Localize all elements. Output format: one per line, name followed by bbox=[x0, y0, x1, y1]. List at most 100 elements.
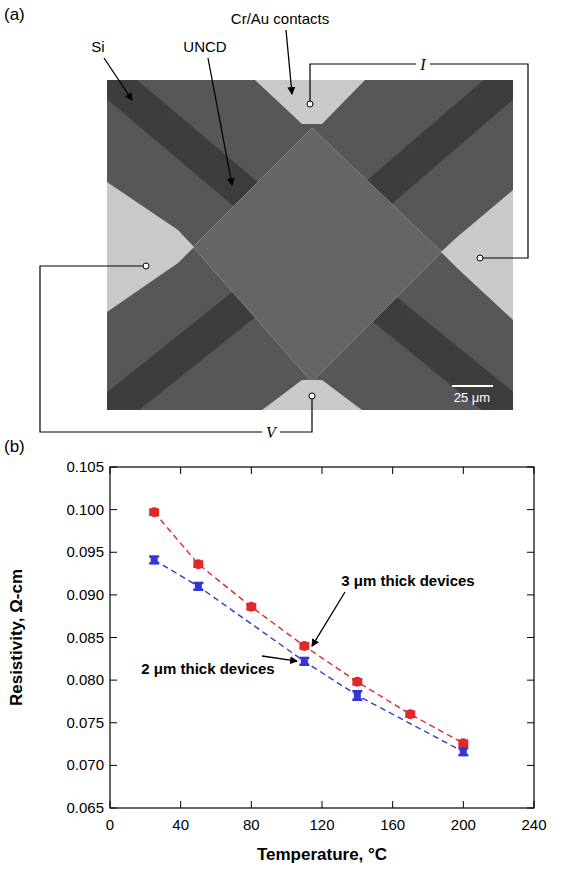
y-tick bbox=[110, 509, 117, 510]
x-tick bbox=[322, 801, 323, 808]
y-tick bbox=[110, 467, 117, 468]
y-tick bbox=[527, 808, 534, 809]
marker bbox=[460, 748, 467, 755]
x-axis-title: Temperature, °C bbox=[257, 845, 387, 864]
marker bbox=[352, 677, 362, 687]
wire bbox=[40, 266, 312, 432]
error-bar bbox=[458, 748, 468, 755]
series-label: 3 μm thick devices bbox=[341, 572, 474, 589]
y-tick bbox=[527, 680, 534, 681]
x-tick-label: 80 bbox=[243, 816, 260, 833]
y-tick-label: 0.085 bbox=[66, 629, 104, 646]
y-tick bbox=[527, 467, 534, 468]
series-label: 2 μm thick devices bbox=[141, 660, 274, 677]
panel-label: (b) bbox=[4, 437, 25, 456]
y-tick-label: 0.095 bbox=[66, 543, 104, 560]
marker bbox=[246, 602, 256, 612]
y-tick bbox=[110, 808, 117, 809]
y-tick bbox=[110, 680, 117, 681]
x-tick bbox=[180, 467, 181, 474]
y-tick-label: 0.090 bbox=[66, 586, 104, 603]
annotation: UNCD bbox=[183, 38, 226, 55]
sem-structure: 25 μm bbox=[107, 80, 513, 410]
y-tick bbox=[110, 594, 117, 595]
x-tick-label: 0 bbox=[106, 816, 114, 833]
error-bar bbox=[193, 583, 203, 590]
x-tick bbox=[110, 801, 111, 808]
y-tick bbox=[527, 509, 534, 510]
chart: 0 40 80 120 160 200 240 0.065 0.070 0.075 0.080 0.0… bbox=[7, 458, 547, 864]
y-tick bbox=[110, 552, 117, 553]
pointer bbox=[262, 656, 297, 661]
y-tick bbox=[527, 594, 534, 595]
y-tick bbox=[527, 765, 534, 766]
marker bbox=[151, 556, 158, 563]
x-tick bbox=[534, 801, 535, 808]
x-tick-label: 40 bbox=[172, 816, 189, 833]
y-tick bbox=[110, 765, 117, 766]
y-tick bbox=[527, 722, 534, 723]
probe bbox=[477, 255, 483, 261]
y-tick bbox=[110, 722, 117, 723]
label-patch bbox=[416, 52, 430, 74]
series-line bbox=[154, 512, 463, 743]
x-tick-label: 160 bbox=[380, 816, 405, 833]
y-tick-label: 0.080 bbox=[66, 671, 104, 688]
scale-bar bbox=[452, 385, 493, 387]
panel-label: (a) bbox=[4, 5, 25, 24]
y-tick-label: 0.105 bbox=[66, 458, 104, 475]
contact bbox=[441, 190, 513, 320]
marker bbox=[193, 559, 203, 569]
wire-label: I bbox=[419, 56, 426, 73]
pointer bbox=[286, 30, 292, 94]
marker bbox=[195, 583, 202, 590]
contact bbox=[107, 182, 194, 312]
y-tick-label: 0.100 bbox=[66, 501, 104, 518]
trenches bbox=[107, 80, 513, 410]
plot-frame bbox=[110, 467, 534, 808]
marker bbox=[299, 641, 309, 651]
figure: (a) (b) 25 μm Cr/Au contacts Si UNCD I V 0 40 80 12… bbox=[0, 0, 571, 875]
x-tick bbox=[534, 467, 535, 474]
y-tick-label: 0.065 bbox=[66, 799, 104, 816]
marker bbox=[149, 507, 159, 517]
x-tick-label: 120 bbox=[309, 816, 334, 833]
annotation: Cr/Au contacts bbox=[231, 10, 329, 27]
probe bbox=[143, 263, 149, 269]
pointer bbox=[104, 58, 132, 100]
error-bar bbox=[352, 691, 362, 700]
y-tick bbox=[527, 637, 534, 638]
pointer bbox=[208, 58, 232, 185]
wire-label: V bbox=[266, 424, 278, 441]
x-tick bbox=[251, 801, 252, 808]
wire bbox=[310, 64, 528, 258]
x-tick bbox=[392, 801, 393, 808]
y-tick-label: 0.075 bbox=[66, 714, 104, 731]
x-tick bbox=[463, 801, 464, 808]
plot-area bbox=[149, 507, 468, 755]
sem-image bbox=[76, 47, 544, 443]
probe bbox=[307, 101, 313, 107]
pointer bbox=[312, 592, 345, 646]
scale-bar-label: 25 μm bbox=[454, 390, 490, 405]
x-tick bbox=[251, 467, 252, 474]
x-tick bbox=[322, 467, 323, 474]
x-tick bbox=[392, 467, 393, 474]
x-tick-label: 240 bbox=[521, 816, 546, 833]
probe bbox=[309, 393, 315, 399]
uncd-membrane bbox=[193, 128, 442, 382]
x-tick bbox=[180, 801, 181, 808]
marker bbox=[354, 692, 361, 699]
y-tick bbox=[527, 552, 534, 553]
x-tick bbox=[463, 467, 464, 474]
y-tick bbox=[110, 637, 117, 638]
marker bbox=[458, 738, 468, 748]
y-axis-title: Resistivity, Ω-cm bbox=[7, 569, 26, 706]
annotation: Si bbox=[91, 38, 104, 55]
x-tick-label: 200 bbox=[451, 816, 476, 833]
label-patch bbox=[262, 421, 280, 443]
y-tick-label: 0.070 bbox=[66, 756, 104, 773]
marker bbox=[301, 658, 308, 665]
error-bar bbox=[299, 658, 309, 665]
marker bbox=[405, 709, 415, 719]
